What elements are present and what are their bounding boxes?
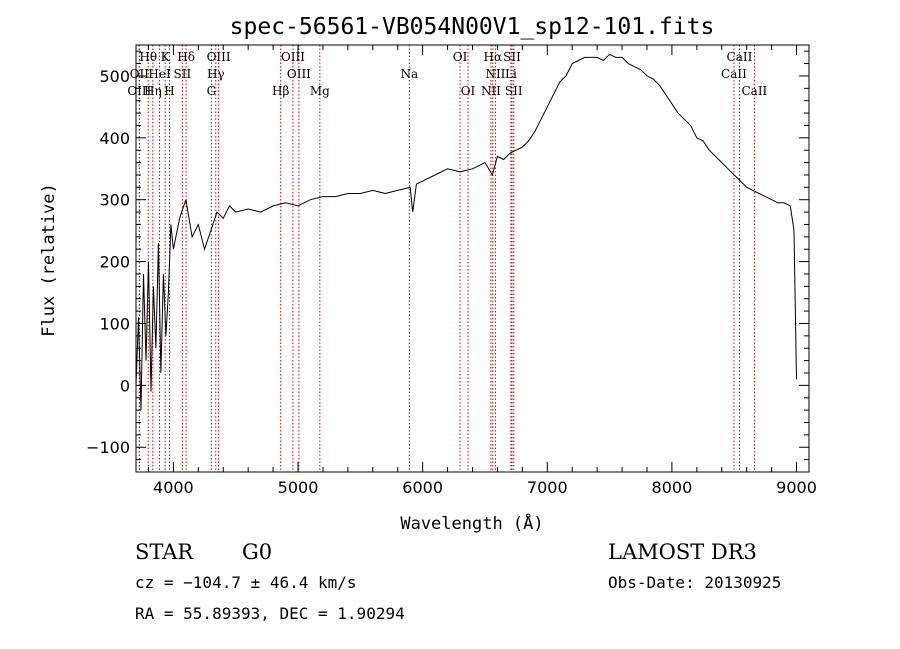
- line-label-23: Mg: [310, 84, 330, 98]
- line-label-25: NII: [481, 84, 501, 98]
- y-tick-label-0: −100: [86, 438, 130, 457]
- line-label-15: NII: [485, 67, 505, 81]
- x-tick-label-0: 4000: [153, 478, 194, 497]
- observation-date: Obs-Date: 20130925: [608, 573, 782, 592]
- line-label-24: OI: [461, 84, 476, 98]
- line-label-17: CaII: [721, 67, 747, 81]
- plot-frame: [135, 44, 810, 473]
- line-label-19: Hη: [144, 84, 162, 98]
- x-axis-ticks: 4000 5000 6000 7000 8000 9000: [147, 45, 817, 497]
- x-tick-label-5: 9000: [776, 478, 817, 497]
- y-tick-label-2: 100: [99, 314, 130, 333]
- x-tick-label-4: 8000: [652, 478, 693, 497]
- line-label-13: OIII: [287, 67, 311, 81]
- line-label-5: OI: [453, 50, 468, 64]
- chart-title: spec-56561-VB054N00V1_sp12-101.fits: [230, 14, 715, 40]
- line-label-1: K: [161, 50, 171, 64]
- line-label-26: SII: [505, 84, 523, 98]
- line-label-12: Hγ: [207, 67, 225, 81]
- coordinates: RA = 55.89393, DEC = 1.90294: [135, 604, 405, 623]
- survey-name: LAMOST DR3: [608, 540, 757, 564]
- line-label-6: Hα: [484, 50, 503, 64]
- redshift-velocity: cz = −104.7 ± 46.4 km/s: [135, 573, 357, 592]
- line-label-16: Li: [505, 67, 517, 81]
- y-tick-label-5: 400: [99, 129, 130, 148]
- y-tick-label-4: 300: [99, 191, 130, 210]
- line-label-27: CaII: [741, 84, 767, 98]
- line-label-2: Hδ: [177, 50, 195, 64]
- x-tick-label-3: 7000: [527, 478, 568, 497]
- line-label-3: OIII: [207, 50, 231, 64]
- line-label-0: Hθ: [139, 50, 157, 64]
- y-tick-label-1: 0: [120, 376, 130, 395]
- line-label-9: OII: [130, 67, 150, 81]
- flux-line: [135, 53, 797, 411]
- x-tick-label-1: 5000: [278, 478, 319, 497]
- object-subclass: G0: [242, 540, 273, 564]
- y-tick-label-3: 200: [99, 253, 130, 272]
- y-axis-ticks: −100 0 100 200 300 400 500: [86, 50, 809, 461]
- line-label-20: H: [164, 84, 174, 98]
- line-label-21: G: [207, 84, 217, 98]
- line-label-10: HeI: [148, 67, 171, 81]
- object-class: STAR: [135, 540, 194, 564]
- line-label-8: CaII: [727, 50, 753, 64]
- line-label-22: Hβ: [272, 84, 289, 98]
- line-label-7: SII: [503, 50, 521, 64]
- x-tick-label-2: 6000: [402, 478, 443, 497]
- line-label-11: SII: [174, 67, 192, 81]
- line-label-14: Na: [400, 67, 418, 81]
- y-tick-label-6: 500: [99, 67, 130, 86]
- line-label-4: OIII: [281, 50, 305, 64]
- y-axis-label: Flux (relative): [39, 183, 59, 337]
- line-label-18: OIII: [127, 84, 151, 98]
- x-axis-label: Wavelength (Å): [400, 512, 543, 534]
- spectral-line-markers: [138, 45, 755, 472]
